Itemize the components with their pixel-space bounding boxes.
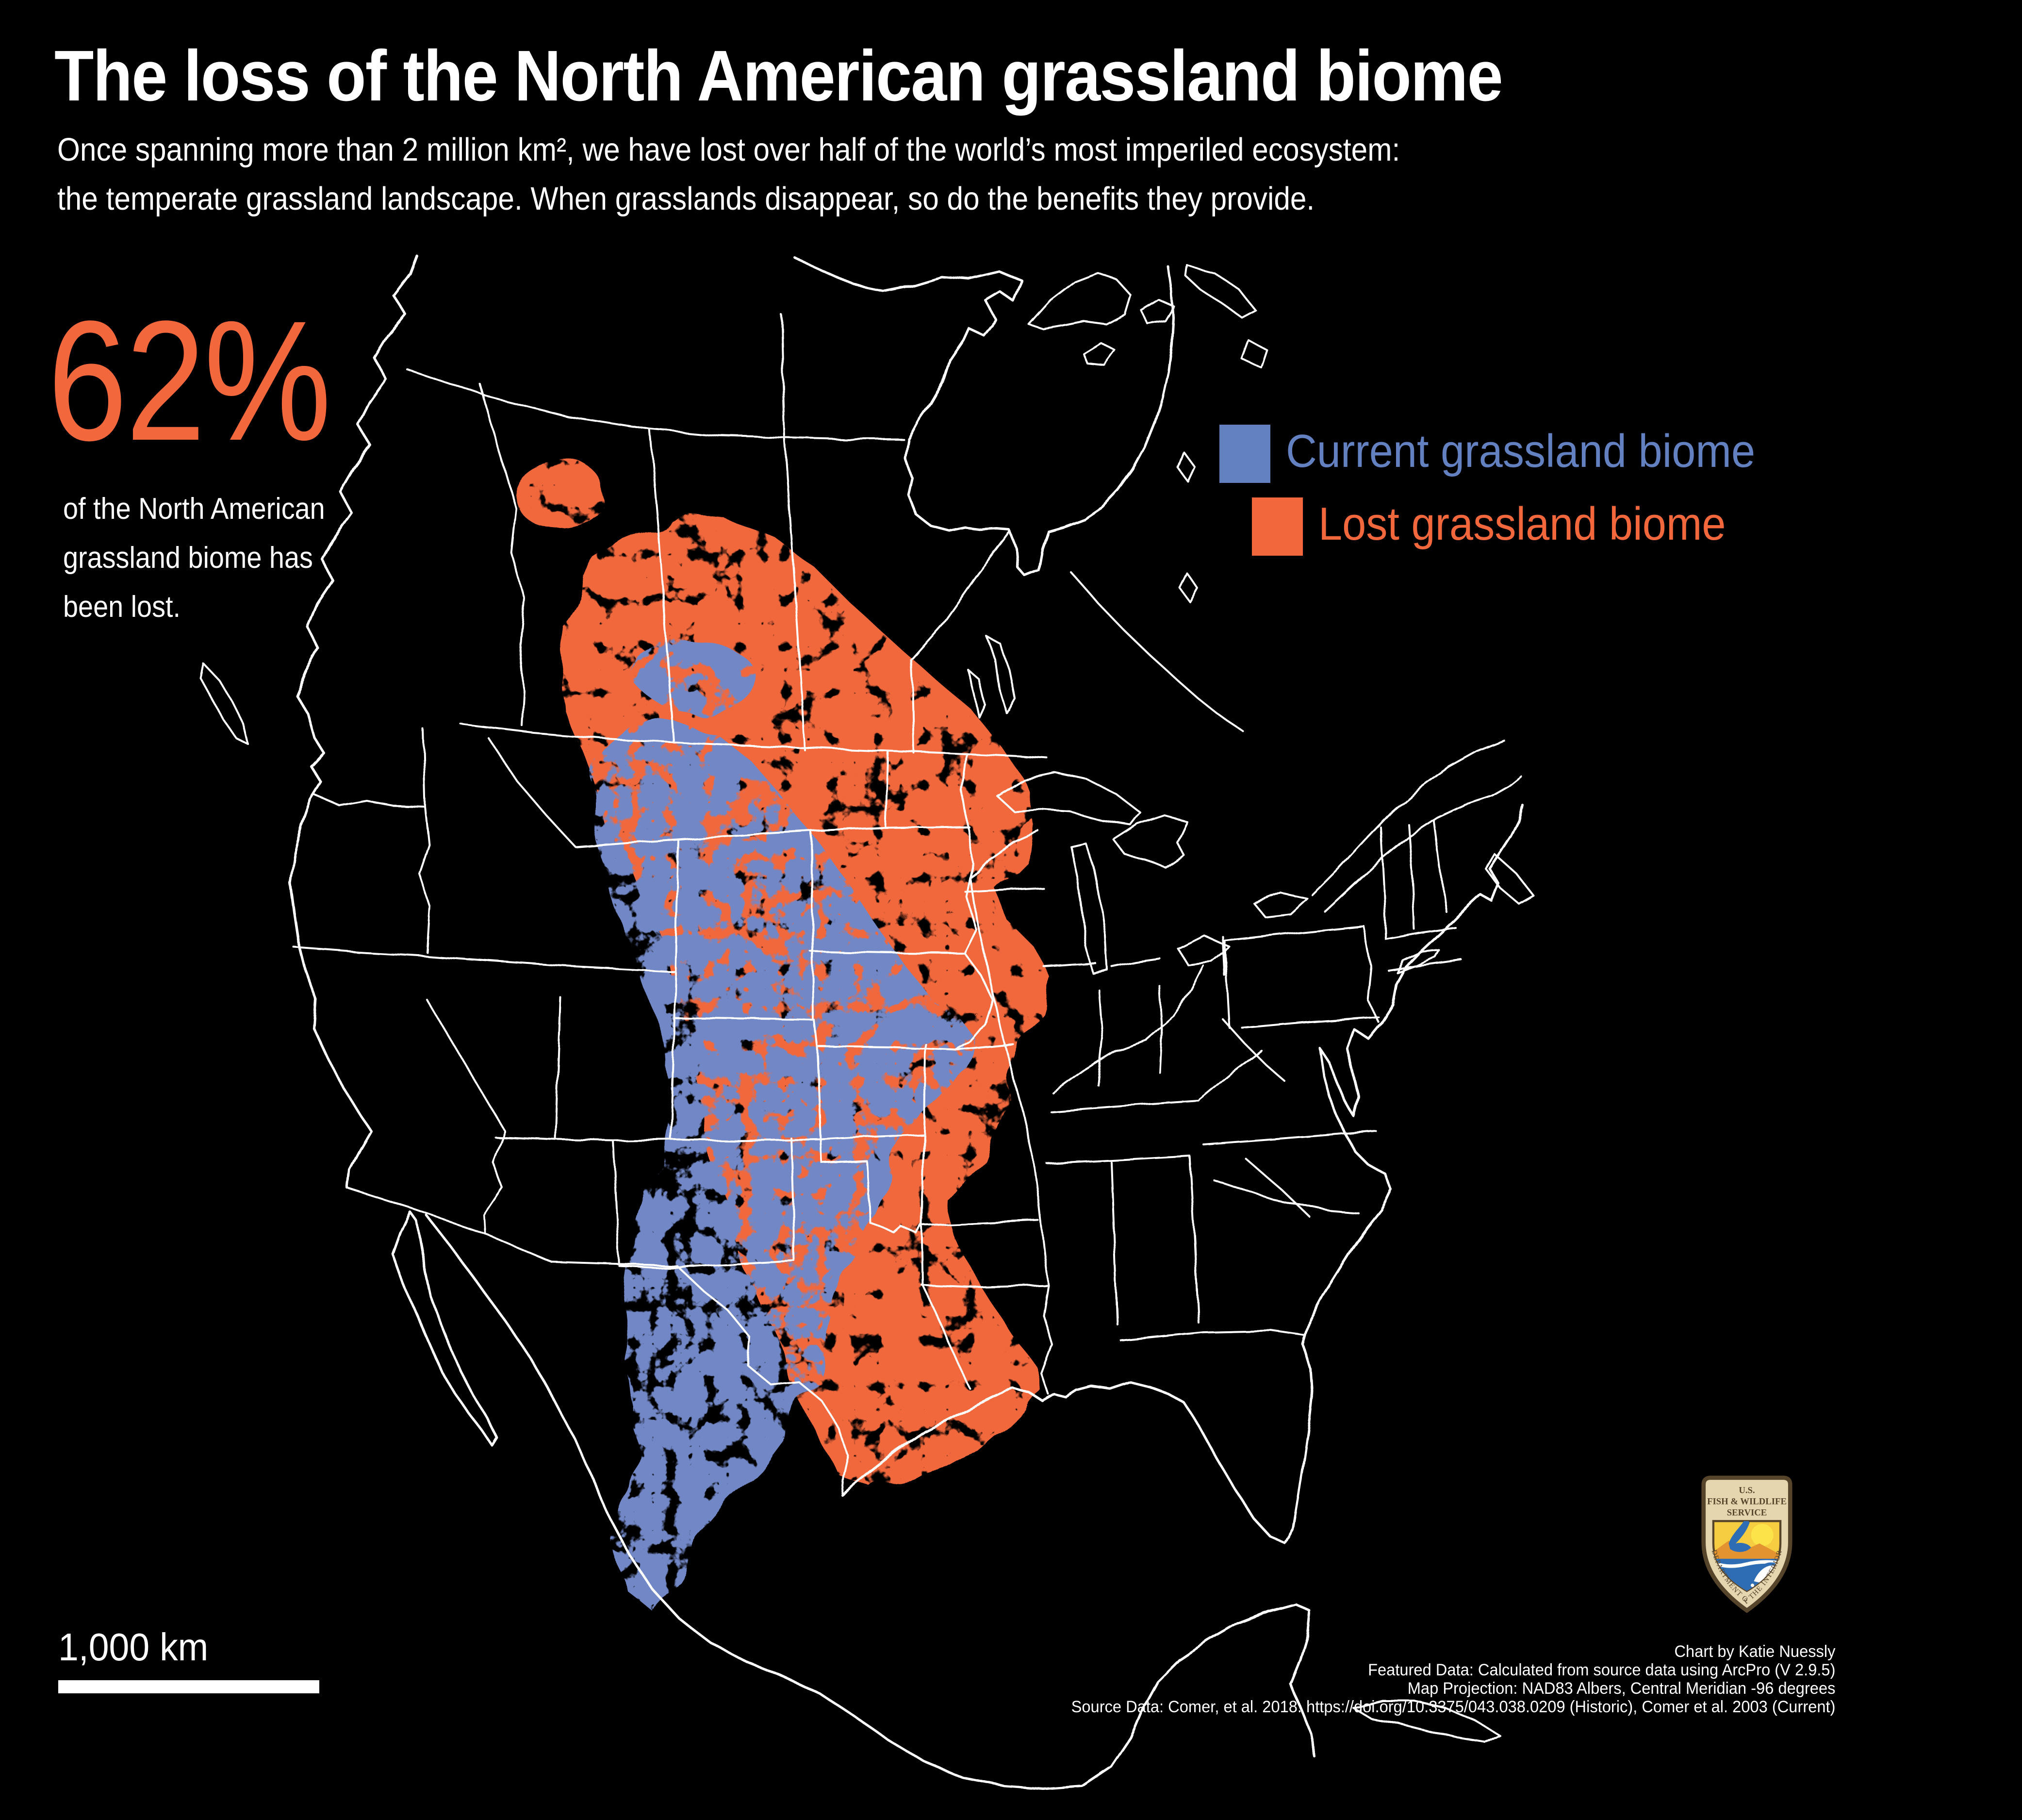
- scale-bar: [58, 1680, 319, 1693]
- credits-line-4: Source Data: Comer, et al. 2018. https:/…: [1071, 1698, 1835, 1716]
- subtitle: Once spanning more than 2 million km², w…: [57, 125, 1549, 223]
- credits: Chart by Katie Nuessly Featured Data: Ca…: [1071, 1642, 1835, 1716]
- credits-line-2: Featured Data: Calculated from source da…: [1367, 1661, 1835, 1679]
- logo-splash-drop: [1750, 1583, 1755, 1588]
- current-grassland-region: [591, 638, 970, 1606]
- logo-org-line-3: SERVICE: [1727, 1508, 1767, 1518]
- credits-line-1: Chart by Katie Nuessly: [1674, 1642, 1835, 1661]
- map-borders: [200, 255, 1534, 1790]
- scale-bar-label: 1,000 km: [58, 1625, 209, 1669]
- logo-fish-icon: [1755, 1562, 1775, 1574]
- stat-percent: 62%: [48, 285, 331, 476]
- logo-sun-icon: [1751, 1523, 1774, 1546]
- legend-label-lost: Lost grassland biome: [1318, 498, 1726, 550]
- stat-caption-line-3: been lost.: [63, 590, 181, 624]
- legend-swatch-lost: [1252, 497, 1303, 556]
- stat-caption-line-2: grassland biome has: [63, 541, 313, 575]
- stat-caption: of the North American grassland biome ha…: [63, 484, 354, 631]
- subtitle-line-1: Once spanning more than 2 million km², w…: [57, 132, 1400, 168]
- legend-swatch-current: [1219, 425, 1270, 483]
- logo-org-line-1: U.S.: [1739, 1485, 1755, 1495]
- subtitle-line-2: the temperate grassland landscape. When …: [57, 181, 1315, 217]
- legend-label-current: Current grassland biome: [1286, 425, 1756, 477]
- credits-line-3: Map Projection: NAD83 Albers, Central Me…: [1407, 1679, 1835, 1698]
- logo-duck-icon: [1728, 1521, 1751, 1552]
- usfws-logo: U.S. FISH & WILDLIFE SERVICE DEPARTMENT …: [1701, 1475, 1792, 1613]
- page-title: The loss of the North American grassland…: [54, 36, 1503, 116]
- logo-org-line-2: FISH & WILDLIFE: [1707, 1497, 1787, 1507]
- stat-caption-line-1: of the North American: [63, 492, 325, 526]
- logo-river: [1713, 1560, 1781, 1568]
